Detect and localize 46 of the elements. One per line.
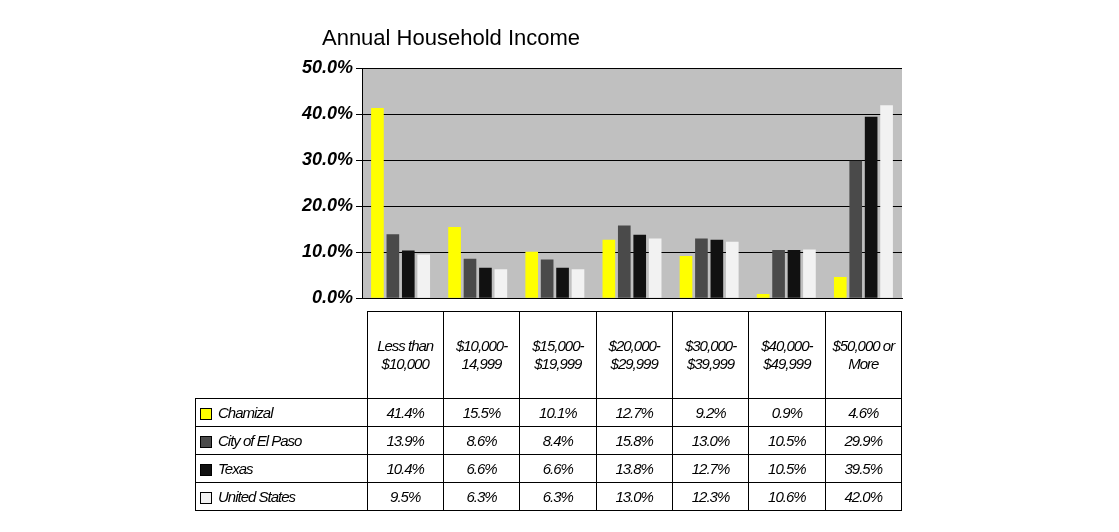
x-tick-label: $15,000-$19,999 [519,311,597,399]
data-label: 8.6% [443,426,520,455]
data-label: 10.4% [367,454,444,483]
y-tick-label: 40.0% [300,103,353,124]
y-tick-label: 50.0% [301,57,353,78]
data-label: 6.3% [519,482,597,511]
x-tick-label: $10,000-14,999 [443,311,520,399]
data-label: 13.0% [672,426,749,455]
x-tick-label: $30,000-$39,999 [672,311,749,399]
legend-label: United States [195,482,367,511]
data-label: 15.5% [443,398,520,427]
data-label: 12.3% [672,482,749,511]
legend-label: City of El Paso [195,426,367,455]
x-tick-label: $20,000-$29,999 [596,311,673,399]
chart-title: Annual Household Income [321,25,581,51]
data-label: 13.9% [367,426,444,455]
data-label: 9.2% [672,398,749,427]
data-label: 39.5% [825,454,902,483]
legend-label: Chamizal [195,398,367,427]
y-tick-label: 0.0% [311,287,353,308]
data-label: 6.3% [443,482,520,511]
data-label: 6.6% [519,454,597,483]
data-label: 4.6% [825,398,902,427]
data-label: 10.5% [748,454,826,483]
data-label: 42.0% [825,482,902,511]
data-label: 10.1% [519,398,597,427]
data-label: 10.6% [748,482,826,511]
data-label: 12.7% [672,454,749,483]
legend-label: Texas [195,454,367,483]
data-label: 6.6% [443,454,520,483]
data-label: 13.8% [596,454,673,483]
data-label: 10.5% [748,426,826,455]
data-label: 12.7% [596,398,673,427]
data-label: 13.0% [596,482,673,511]
x-tick-label: Less than $10,000 [367,311,444,399]
y-tick-label: 30.0% [301,149,353,170]
x-tick-label: $50,000 or More [825,311,902,399]
y-tick-label: 10.0% [301,241,353,262]
data-label: 9.5% [367,482,444,511]
x-tick-label: $40,000-$49,999 [748,311,826,399]
data-label: 29.9% [825,426,902,455]
data-label: 15.8% [596,426,673,455]
data-label: 8.4% [519,426,597,455]
data-label: 41.4% [367,398,444,427]
data-label: 0.9% [748,398,826,427]
y-tick-label: 20.0% [300,195,353,216]
